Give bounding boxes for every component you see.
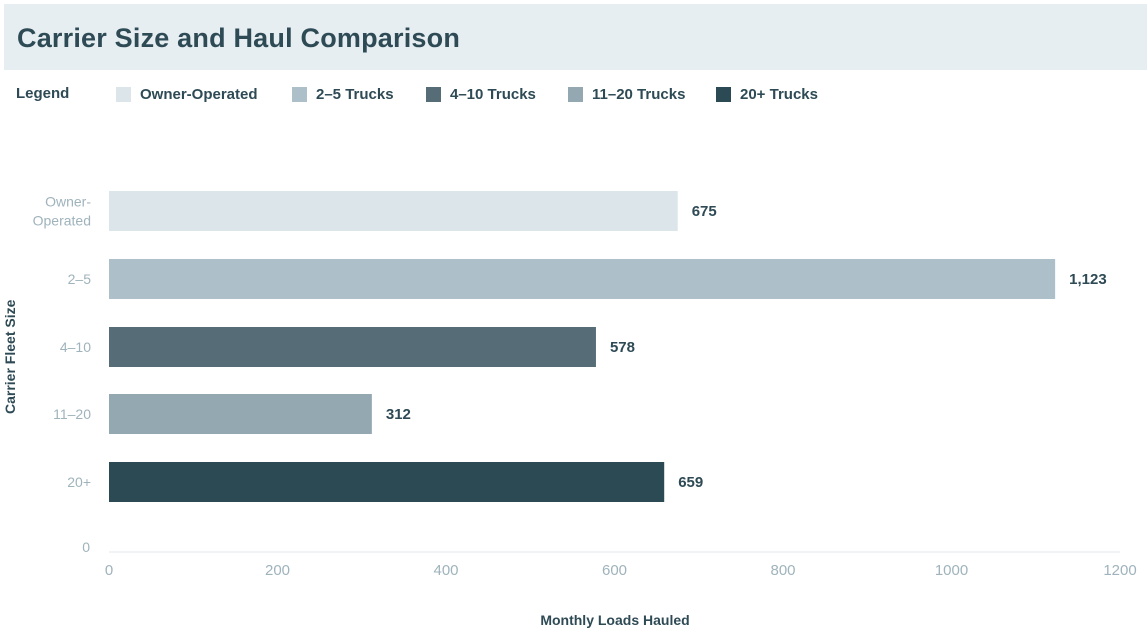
y-category-label: 20+: [67, 474, 91, 490]
bar: [109, 327, 596, 367]
bar-value-label: 1,123: [1069, 271, 1107, 288]
y-category-label: 11–20: [53, 406, 91, 422]
chart-title: Carrier Size and Haul Comparison: [17, 23, 461, 53]
y-category-label: Owner-: [45, 194, 91, 210]
y-category-label: 2–5: [68, 271, 92, 287]
x-tick-label: 200: [265, 562, 290, 579]
legend-item-label: 20+ Trucks: [740, 86, 818, 103]
bar: [109, 259, 1056, 299]
bar: [109, 462, 665, 502]
x-tick-label: 400: [433, 562, 458, 579]
legend-swatch: [426, 87, 441, 102]
x-tick-label: 1200: [1103, 562, 1136, 579]
legend-item-label: Owner-Operated: [140, 86, 258, 103]
x-axis-title: Monthly Loads Hauled: [540, 612, 690, 628]
legend-swatch: [716, 87, 731, 102]
legend-swatch: [116, 87, 131, 102]
x-tick-label: 800: [770, 562, 795, 579]
y-category-label: 4–10: [60, 339, 91, 355]
y-category-label: Operated: [33, 213, 91, 229]
legend-swatch: [568, 87, 583, 102]
bar-value-label: 578: [610, 339, 635, 356]
x-tick-label: 600: [602, 562, 627, 579]
legend-swatch: [292, 87, 307, 102]
title-bar: Carrier Size and Haul Comparison: [4, 4, 1147, 70]
bar-value-label: 312: [386, 406, 411, 423]
legend: Legend Owner-Operated 2–5 Trucks 4–10 Tr…: [0, 82, 1147, 106]
x-tick-label: 0: [105, 562, 113, 579]
bar-value-label: 675: [692, 203, 717, 220]
x-tick-label: 1000: [935, 562, 968, 579]
legend-item-label: 11–20 Trucks: [592, 86, 686, 103]
legend-item-label: 4–10 Trucks: [450, 86, 536, 103]
bar-value-label: 659: [678, 474, 703, 491]
legend-title: Legend: [16, 85, 70, 102]
legend-item-label: 2–5 Trucks: [316, 86, 394, 103]
bar: [109, 394, 372, 434]
y-tick-label: 0: [82, 539, 90, 555]
bar: [109, 191, 678, 231]
